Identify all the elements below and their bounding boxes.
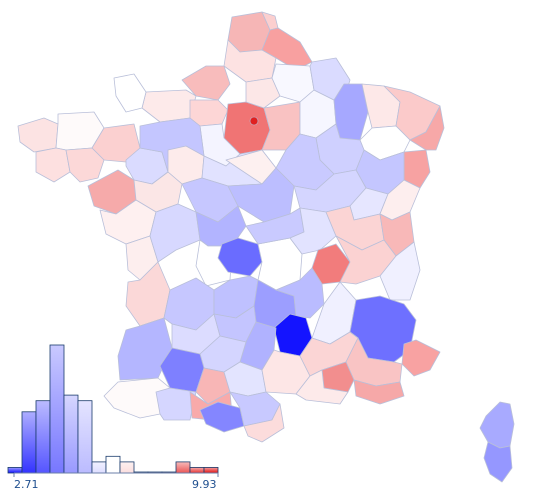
legend-histogram-bar [119, 461, 135, 474]
department-region[interactable] [227, 167, 295, 223]
department-region[interactable] [295, 369, 349, 405]
legend-histogram-bar [203, 466, 219, 474]
department-region[interactable] [401, 339, 441, 377]
legend-histogram-bar [49, 344, 65, 474]
department-region[interactable] [245, 77, 281, 109]
legend-histogram-bar [21, 411, 37, 474]
paris-department[interactable] [249, 116, 259, 126]
department-region[interactable] [65, 147, 105, 183]
corsica-region[interactable] [479, 401, 515, 449]
legend-histogram [7, 344, 219, 474]
legend-histogram-bar [189, 466, 205, 474]
department-region[interactable] [35, 147, 71, 183]
department-region[interactable] [217, 237, 263, 277]
legend-histogram-bar [63, 394, 79, 474]
legend-histogram-bar [105, 455, 121, 474]
department-region[interactable] [149, 203, 201, 263]
department-region[interactable] [379, 241, 421, 301]
department-region[interactable] [223, 39, 277, 83]
legend-histogram-bar [91, 461, 107, 474]
department-region[interactable] [155, 387, 197, 421]
legend-min-label: 2.71 [14, 478, 39, 491]
department-regions [17, 11, 515, 483]
department-region[interactable] [113, 73, 147, 113]
department-region[interactable] [103, 377, 171, 419]
department-region[interactable] [17, 117, 59, 153]
department-region[interactable] [141, 89, 197, 123]
department-region[interactable] [353, 379, 405, 405]
legend-max-label: 9.93 [192, 478, 217, 491]
corsica-region[interactable] [483, 441, 513, 483]
legend-histogram-bar [7, 466, 23, 474]
department-region[interactable] [333, 83, 369, 141]
department-region[interactable] [243, 403, 285, 443]
legend-histogram-bar [35, 400, 51, 474]
legend-histogram-bar [77, 400, 93, 474]
legend-histogram-bar [175, 461, 191, 474]
